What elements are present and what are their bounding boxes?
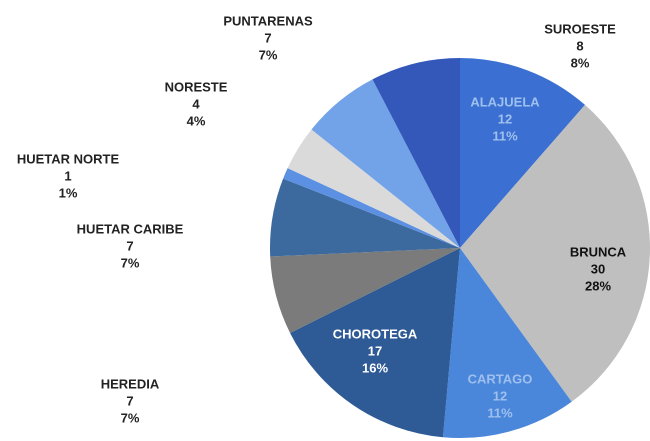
slice-label: SUROESTE: [544, 21, 616, 36]
pie-slice: [287, 129, 460, 248]
slice-label: HUETAR CARIBE: [77, 221, 184, 236]
pie-slice: [283, 168, 460, 248]
slice-label: ALAJUELA: [470, 94, 540, 109]
slice-label: NORESTE: [165, 79, 228, 94]
slice-percent: 7%: [121, 410, 140, 425]
slice-percent: 11%: [492, 128, 518, 143]
pie-slice: [460, 104, 650, 402]
pie-slice: [290, 248, 460, 438]
slice-percent: 16%: [362, 360, 388, 375]
pie-slice: [372, 58, 460, 248]
pie-slice: [270, 248, 460, 333]
slice-percent: 28%: [585, 278, 611, 293]
slice-value: 1: [64, 168, 71, 183]
slice-value: 12: [493, 388, 507, 403]
slice-label: HEREDIA: [101, 376, 160, 391]
slice-percent: 4%: [187, 113, 206, 128]
pie-slice: [270, 178, 460, 257]
slice-percent: 8%: [571, 55, 590, 70]
slice-value: 8: [576, 38, 583, 53]
slice-percent: 11%: [487, 405, 513, 420]
slice-value: 30: [591, 261, 605, 276]
slice-value: 4: [192, 96, 200, 111]
slice-value: 17: [368, 343, 382, 358]
slice-label: PUNTARENAS: [223, 13, 313, 28]
pie-slice: [311, 79, 460, 248]
slice-value: 7: [264, 30, 271, 45]
slice-label: CHOROTEGA: [333, 326, 418, 341]
slice-percent: 7%: [259, 47, 278, 62]
slice-value: 12: [498, 111, 512, 126]
slice-value: 7: [126, 238, 133, 253]
slice-percent: 1%: [59, 185, 78, 200]
slice-label: CARTAGO: [468, 371, 533, 386]
slice-percent: 7%: [121, 255, 140, 270]
slice-value: 7: [126, 393, 133, 408]
slice-label: BRUNCA: [570, 244, 627, 259]
pie-slice: [460, 58, 586, 248]
pie-slice: [442, 248, 572, 438]
slice-label: HUETAR NORTE: [17, 151, 120, 166]
